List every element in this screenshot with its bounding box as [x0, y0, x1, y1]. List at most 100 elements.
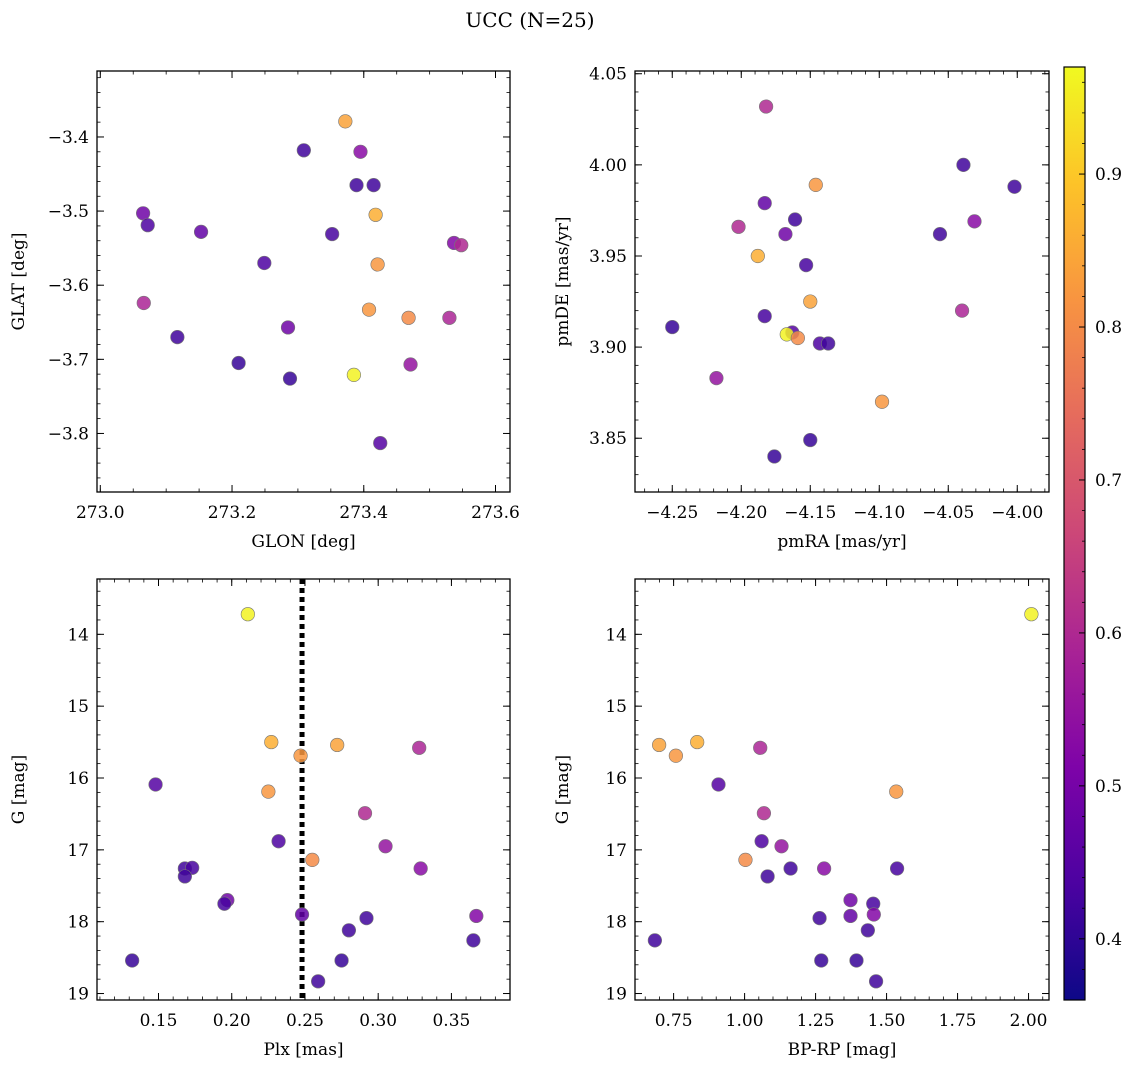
panel-3: 0.15 0.20 0.25 0.30 0.35 14 15 16 17 18 19 Plx [mas… [9, 578, 511, 1060]
data-point [874, 394, 890, 409]
data-point [757, 309, 772, 324]
data-point [257, 255, 272, 271]
data-point [403, 357, 418, 372]
data-point [647, 933, 662, 948]
data-point [821, 336, 836, 351]
data-point [136, 206, 151, 221]
data-point [774, 839, 789, 854]
data-point [305, 852, 320, 868]
data-point [757, 196, 772, 211]
panel-4: 0.75 1.00 1.25 1.50 1.75 2.00 14 15 16 17 18 19 BP-R… [553, 578, 1050, 1060]
x-tick-label: 273.2 [208, 503, 257, 523]
data-point [790, 330, 805, 346]
data-point [334, 953, 349, 968]
data-point [799, 257, 814, 273]
ticks [97, 71, 510, 492]
data-point [325, 226, 340, 242]
y-tick-label: 4.00 [589, 156, 627, 176]
x-tick-label: 1.75 [939, 1011, 977, 1031]
data-point [817, 861, 832, 876]
x-tick-label: −4.05 [922, 503, 974, 523]
y-tick-label: 3.90 [589, 338, 627, 358]
data-point [454, 238, 469, 253]
x-tick-label: −4.25 [646, 503, 698, 523]
x-axis-label: BP-RP [mag] [788, 1040, 897, 1060]
y-tick-label: −3.6 [48, 276, 89, 296]
data-point [311, 974, 326, 989]
y-axis-label: pmDE [mas/yr] [553, 216, 573, 346]
colorbar-tick-label: 0.7 [1095, 471, 1122, 491]
x-tick-label: 273.6 [471, 503, 520, 523]
colorbar-tick-label: 0.5 [1095, 777, 1122, 797]
y-tick-label: 14 [605, 625, 627, 645]
colorbar-tick-label: 0.4 [1095, 930, 1122, 950]
x-tick-label: −4.15 [784, 503, 836, 523]
y-tick-label: 18 [67, 913, 89, 933]
data-point [330, 737, 345, 753]
y-tick-label: 4.05 [589, 65, 627, 85]
x-tick-label: 1.00 [726, 1011, 764, 1031]
data-point [843, 893, 858, 908]
colorbar: 0.4 0.5 0.6 0.7 0.8 0.9 [1063, 66, 1122, 1001]
data-point [665, 319, 680, 335]
y-tick-label: 18 [605, 913, 627, 933]
data-point [346, 367, 361, 382]
panel-2: −4.25 −4.20 −4.15 −4.10 −4.05 −4.00 3.85 3.90 3.… [553, 65, 1050, 552]
data-point [767, 449, 782, 464]
data-point [370, 257, 385, 272]
data-point [954, 303, 970, 318]
y-tick-label: 17 [605, 841, 627, 861]
y-tick-label: −3.5 [48, 202, 89, 222]
data-point [466, 933, 481, 948]
data-point [412, 740, 427, 755]
x-axis-label: GLON [deg] [251, 532, 355, 552]
y-axis-label: G [mag] [553, 755, 573, 824]
points [665, 99, 1022, 464]
data-point [778, 227, 793, 242]
data-point [843, 908, 858, 924]
data-point [136, 295, 151, 311]
x-tick-label: 2.00 [1010, 1011, 1048, 1031]
data-point [353, 144, 368, 159]
data-point [709, 370, 724, 386]
data-point [125, 953, 140, 968]
points [136, 114, 469, 451]
points [647, 607, 1039, 989]
data-point [296, 143, 311, 158]
data-point [753, 740, 768, 755]
ticks [635, 71, 1049, 492]
data-point [271, 834, 286, 849]
data-point [341, 923, 357, 938]
points [125, 607, 484, 989]
x-tick-label: −4.10 [853, 503, 905, 523]
data-point [359, 910, 374, 926]
data-point [956, 157, 971, 172]
y-tick-label: 14 [67, 625, 89, 645]
x-tick-label: −4.20 [715, 503, 767, 523]
data-point [758, 99, 774, 114]
y-tick-label: 3.95 [589, 247, 627, 267]
x-axis-label: Plx [mas] [263, 1040, 343, 1060]
data-point [868, 974, 884, 989]
y-tick-label: −3.4 [48, 128, 89, 148]
ticks [635, 579, 1049, 1000]
y-tick-label: 17 [67, 841, 89, 861]
data-point [803, 294, 818, 309]
axes-frame [96, 578, 511, 1001]
axes-frame [634, 70, 1050, 493]
data-point [1007, 179, 1022, 194]
data-point [808, 177, 823, 193]
data-point [338, 114, 353, 129]
y-tick-label: 16 [605, 769, 627, 789]
data-point [413, 861, 428, 876]
data-point [294, 907, 310, 922]
axes-frame [96, 70, 511, 493]
data-point [148, 777, 163, 792]
data-point [1024, 607, 1039, 622]
data-point [783, 861, 798, 876]
colorbar-gradient [1063, 66, 1086, 1001]
data-point [282, 371, 298, 386]
data-point [860, 923, 875, 938]
data-point [217, 896, 232, 911]
